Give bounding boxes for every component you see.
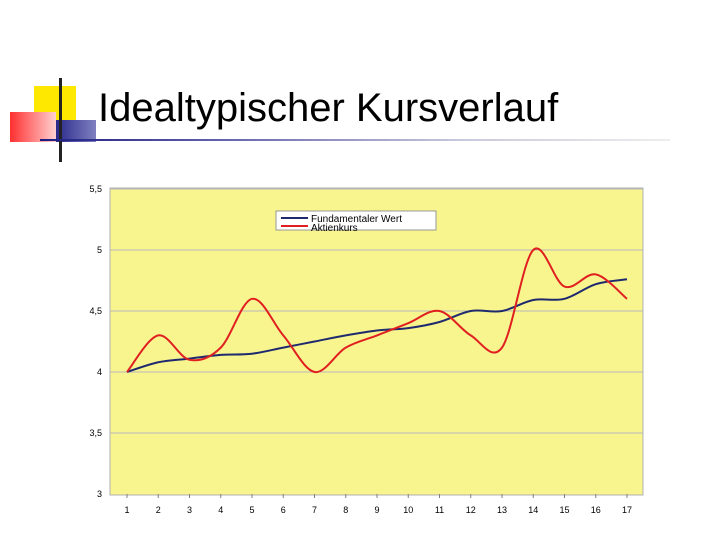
accent-vertical-line	[59, 78, 62, 162]
legend-box	[275, 210, 437, 231]
x-tick-label: 10	[403, 505, 413, 515]
x-tick-label: 5	[249, 505, 254, 515]
x-axis-ticks: 1 2 3 4 5 6 7 8 9 10 11 12 13 14 15 16 17	[124, 494, 632, 515]
x-tick-label: 16	[591, 505, 601, 515]
x-tick-label: 17	[622, 505, 632, 515]
x-tick-label: 15	[559, 505, 569, 515]
series-lines	[126, 247, 628, 374]
y-tick-label: 3,5	[89, 428, 102, 438]
x-tick-label: 8	[343, 505, 348, 515]
x-tick-label: 13	[497, 505, 507, 515]
legend-label-fundamental: Fundamentaler Wert	[311, 214, 402, 225]
x-tick-label: 4	[218, 505, 223, 515]
x-tick-label: 7	[312, 505, 317, 515]
plot-area	[109, 187, 644, 496]
x-tick-label: 12	[466, 505, 476, 515]
legend: Fundamentaler Wert Aktienkurs	[275, 210, 437, 234]
accent-blue-square	[56, 120, 96, 142]
title-underline	[40, 139, 670, 141]
y-axis-ticks: 3 3,5 4 4,5 5 5,5	[89, 184, 102, 499]
y-tick-label: 4,5	[89, 306, 102, 316]
x-tick-label: 1	[124, 505, 129, 515]
series-line-aktienkurs	[126, 247, 628, 374]
y-tick-label: 5	[97, 245, 102, 255]
x-tick-label: 3	[187, 505, 192, 515]
legend-label-aktienkurs: Aktienkurs	[311, 223, 358, 234]
grid-lines	[110, 188, 643, 434]
y-tick-label: 5,5	[89, 184, 102, 194]
x-tick-label: 9	[374, 505, 379, 515]
x-tick-label: 14	[528, 505, 538, 515]
accent-red-square	[10, 112, 56, 142]
x-tick-label: 2	[156, 505, 161, 515]
y-tick-label: 4	[97, 367, 102, 377]
y-tick-label: 3	[97, 489, 102, 499]
x-tick-label: 11	[435, 505, 444, 515]
slide-title: Idealtypischer Kursverlauf	[98, 86, 559, 130]
x-tick-label: 6	[281, 505, 286, 515]
